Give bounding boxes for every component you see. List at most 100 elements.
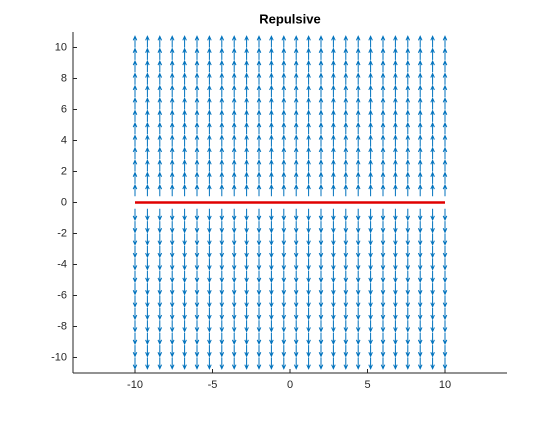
- arrow: [169, 332, 175, 346]
- arrow: [169, 233, 175, 246]
- arrow: [194, 283, 200, 296]
- arrow: [281, 233, 287, 246]
- arrow: [380, 283, 386, 296]
- arrow: [380, 295, 386, 308]
- arrow: [231, 183, 237, 197]
- arrow: [393, 59, 398, 73]
- arrow: [417, 72, 423, 85]
- arrow: [318, 221, 324, 234]
- arrow: [269, 59, 274, 73]
- arrow: [157, 307, 163, 321]
- arrow: [331, 332, 336, 346]
- arrow: [293, 283, 299, 296]
- arrow: [207, 245, 212, 259]
- arrow: [368, 307, 373, 321]
- arrow: [194, 121, 200, 135]
- arrow: [169, 221, 175, 234]
- arrow: [256, 84, 262, 98]
- arrow: [194, 134, 200, 147]
- arrow: [343, 109, 349, 122]
- arrow: [281, 345, 287, 358]
- arrow: [293, 245, 299, 259]
- arrow: [293, 84, 299, 98]
- arrow: [219, 121, 225, 135]
- x-tick-label: 5: [364, 379, 370, 391]
- arrow: [219, 35, 225, 48]
- arrow: [368, 109, 373, 122]
- arrow: [442, 357, 448, 370]
- arrow: [355, 59, 361, 73]
- arrow: [318, 283, 324, 296]
- arrow: [368, 233, 373, 246]
- arrow: [368, 47, 373, 60]
- arrow: [231, 208, 237, 222]
- arrow: [405, 159, 411, 172]
- arrow: [182, 332, 187, 346]
- arrow: [157, 208, 163, 222]
- arrow: [145, 97, 150, 110]
- arrow: [430, 233, 435, 246]
- arrow: [219, 295, 225, 308]
- arrow: [380, 59, 386, 73]
- arrow: [393, 146, 398, 160]
- arrow: [393, 159, 398, 172]
- arrow: [405, 307, 411, 321]
- arrow: [430, 270, 435, 284]
- arrow: [244, 146, 249, 160]
- arrow: [417, 283, 423, 296]
- arrow: [194, 97, 200, 110]
- arrow: [380, 171, 386, 184]
- arrow: [318, 320, 324, 333]
- arrow: [293, 307, 299, 321]
- y-tick-label: 8: [61, 72, 67, 84]
- arrow: [194, 233, 200, 246]
- arrow: [318, 332, 324, 346]
- arrow: [157, 357, 163, 370]
- arrow: [331, 270, 336, 284]
- arrow: [194, 345, 200, 358]
- arrow: [281, 295, 287, 308]
- arrow: [256, 221, 262, 234]
- arrow: [293, 97, 299, 110]
- arrow: [244, 97, 249, 110]
- arrow: [281, 146, 287, 160]
- arrow: [293, 72, 299, 85]
- arrow: [157, 97, 163, 110]
- arrow: [244, 47, 249, 60]
- arrow: [405, 283, 411, 296]
- arrow: [318, 146, 324, 160]
- arrow: [281, 84, 287, 98]
- arrow: [430, 307, 435, 321]
- arrow: [145, 258, 150, 271]
- arrow: [331, 307, 336, 321]
- arrow: [355, 171, 361, 184]
- arrow: [343, 72, 349, 85]
- arrow: [368, 295, 373, 308]
- arrow: [430, 159, 435, 172]
- arrow: [343, 208, 349, 222]
- arrow: [281, 134, 287, 147]
- arrow: [331, 171, 336, 184]
- arrow: [417, 258, 423, 271]
- arrow: [281, 72, 287, 85]
- arrow: [442, 84, 448, 98]
- arrow: [207, 295, 212, 308]
- arrow: [182, 159, 187, 172]
- arrow: [306, 283, 311, 296]
- arrow: [219, 84, 225, 98]
- arrow: [355, 221, 361, 234]
- arrow: [355, 357, 361, 370]
- arrow: [207, 270, 212, 284]
- arrow: [331, 245, 336, 259]
- arrow: [231, 283, 237, 296]
- arrow: [132, 221, 138, 234]
- arrow: [306, 109, 311, 122]
- arrow: [355, 183, 361, 197]
- arrow: [442, 134, 448, 147]
- arrow: [132, 134, 138, 147]
- arrow: [256, 97, 262, 110]
- arrow: [293, 183, 299, 197]
- arrow: [393, 295, 398, 308]
- arrow: [430, 59, 435, 73]
